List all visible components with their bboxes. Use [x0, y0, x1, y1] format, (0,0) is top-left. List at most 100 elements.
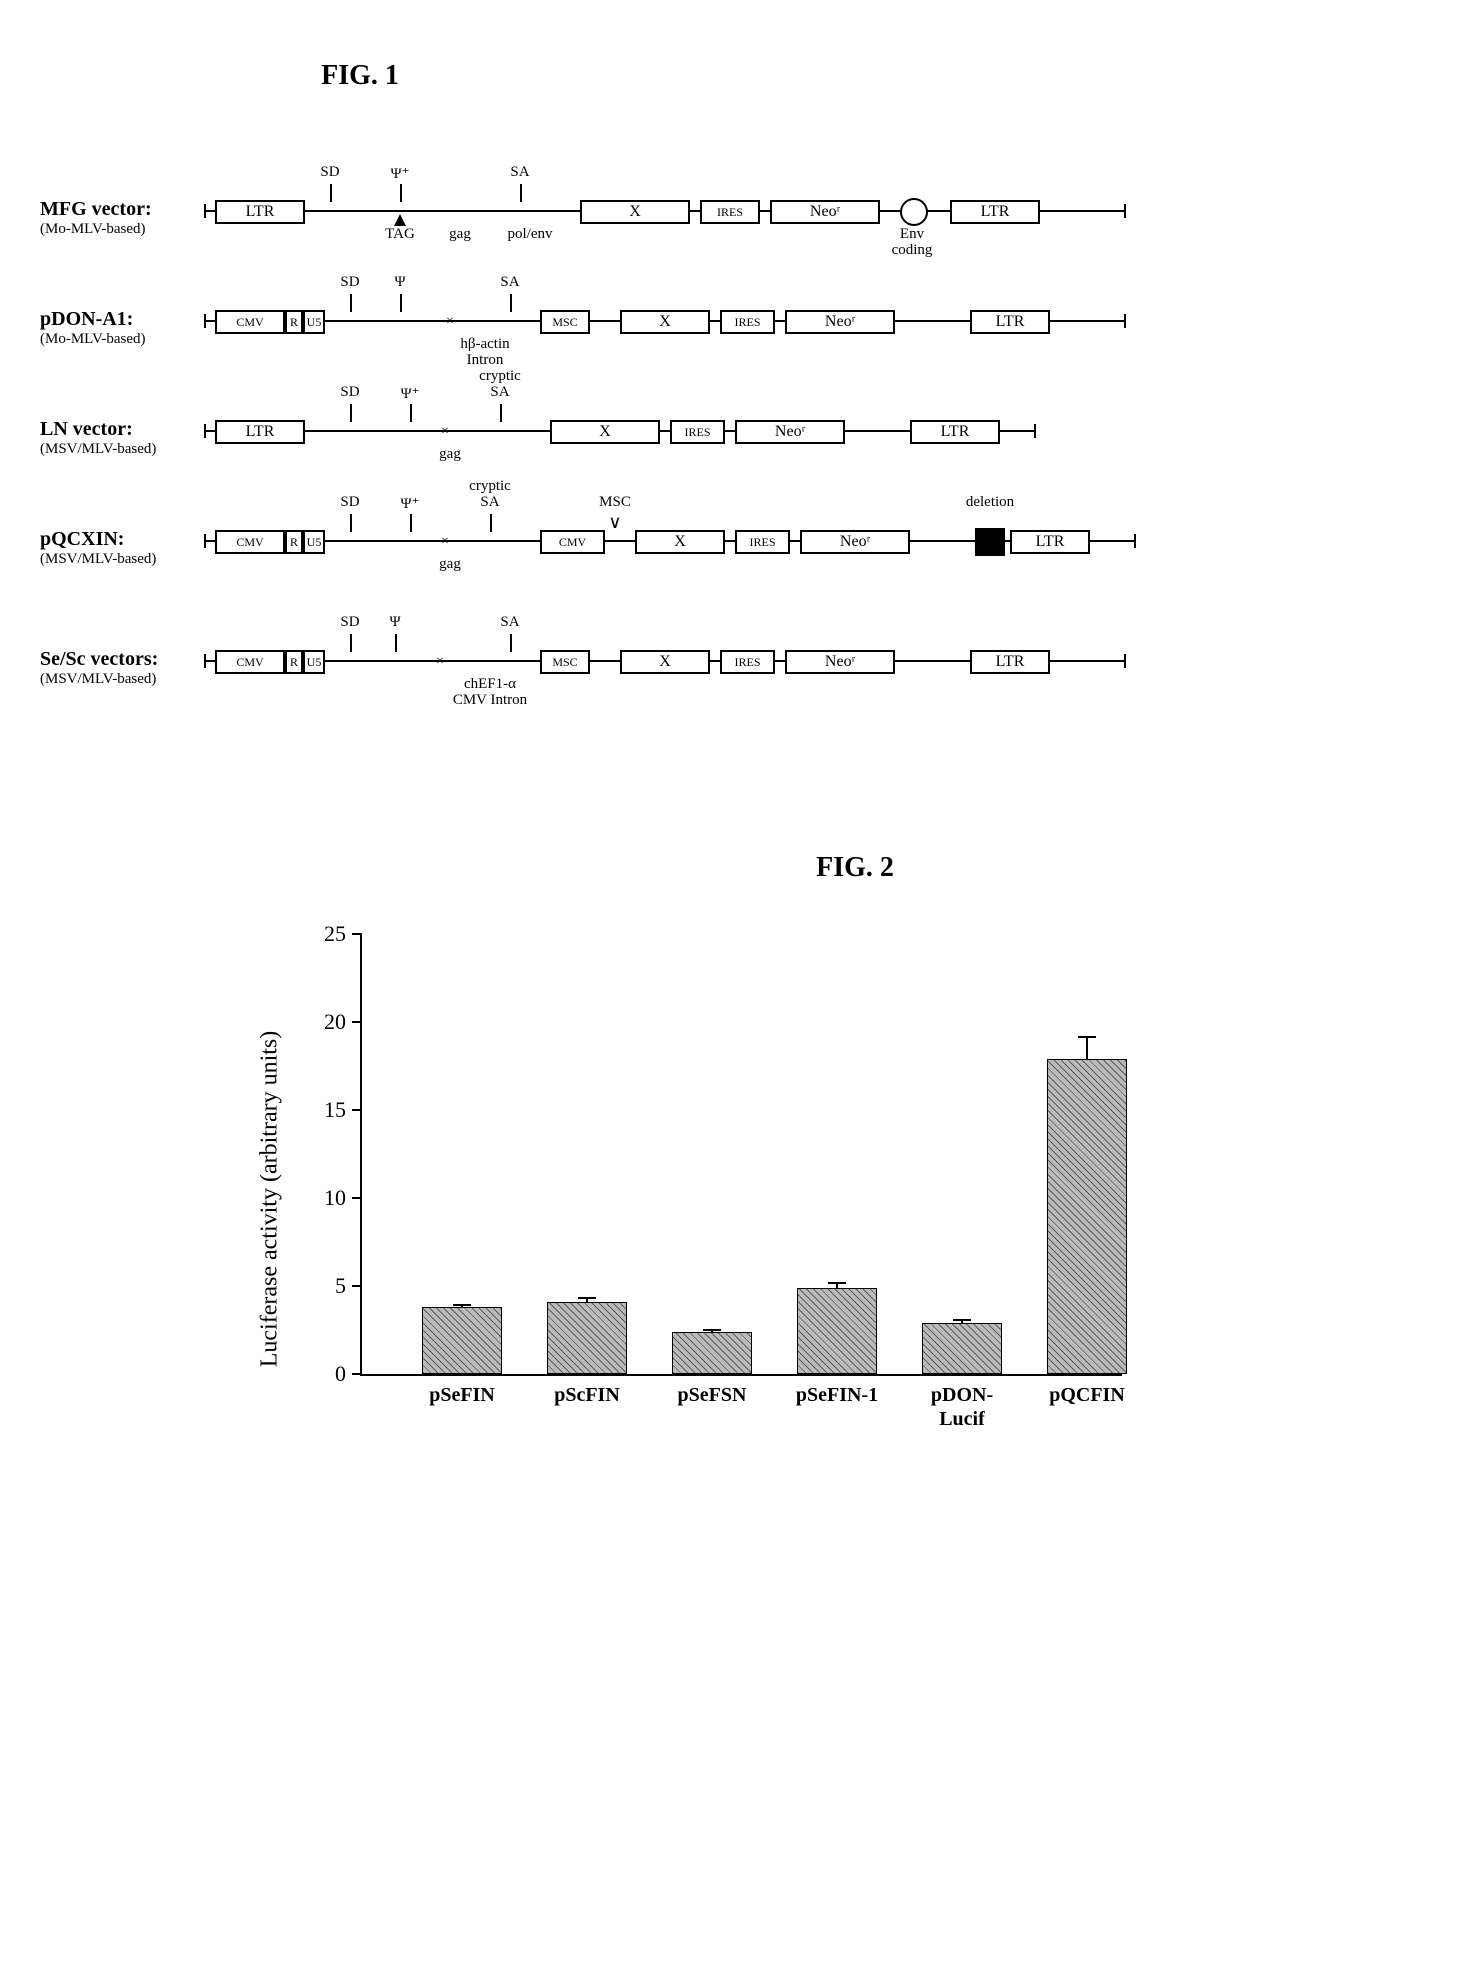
y-tick-label: 20: [324, 1009, 362, 1035]
gene-box: X: [550, 420, 660, 444]
vector-label: LN vector:(MSV/MLV-based): [40, 418, 200, 458]
tick-mark: [510, 634, 512, 652]
y-tick-label: 10: [324, 1185, 362, 1211]
line-endcap: [1124, 204, 1126, 218]
bar: [1047, 1059, 1127, 1374]
gene-box: LTR: [1010, 530, 1090, 554]
gene-box: IRES: [670, 420, 725, 444]
fig1-title: FIG. 1: [310, 60, 410, 92]
line-endcap: [1034, 424, 1036, 438]
cross-mark: ×: [439, 536, 451, 548]
vector-subtitle: (MSV/MLV-based): [40, 551, 200, 568]
below-label: Intron: [467, 352, 504, 369]
gene-box: LTR: [215, 420, 305, 444]
x-label: pSeFIN-1: [796, 1384, 878, 1407]
error-cap: [953, 1319, 971, 1321]
line-endcap: [1124, 314, 1126, 328]
vector-name: pQCXIN:: [40, 528, 200, 551]
tick-label: Ψ: [394, 274, 405, 291]
x-label: pSeFSN: [678, 1384, 747, 1407]
gene-box: CMV: [215, 650, 285, 674]
vector-row: MFG vector:(Mo-MLV-based) LTR X IRES Neoʳ LTR…: [40, 192, 1140, 262]
gene-box: IRES: [720, 310, 775, 334]
below-label: gag: [449, 226, 471, 243]
x-label: pScFIN: [554, 1384, 620, 1407]
tick-label: SD: [340, 384, 359, 401]
fig2-chart: Luciferase activity (arbitrary units) 05…: [300, 924, 1200, 1474]
tick-label: Ψ: [389, 614, 400, 631]
error-cap: [1078, 1036, 1096, 1038]
x-label: pDON-: [931, 1384, 993, 1407]
error-cap: [703, 1329, 721, 1331]
below-label: coding: [892, 242, 933, 259]
gene-box: Neoʳ: [800, 530, 910, 554]
tick-label: SD: [340, 274, 359, 291]
gene-box: LTR: [950, 200, 1040, 224]
gene-box: X: [635, 530, 725, 554]
line-endcap: [1124, 654, 1126, 668]
cross-mark: ×: [439, 426, 451, 438]
gene-box: Neoʳ: [785, 310, 895, 334]
gene-box: LTR: [910, 420, 1000, 444]
bar: [797, 1288, 877, 1374]
below-label: pol/env: [508, 226, 553, 243]
error-cap: [453, 1304, 471, 1306]
below-label: gag: [439, 556, 461, 573]
fig2-plot-area: 0510152025pSeFINpScFINpSeFSNpSeFIN-1pDON…: [360, 934, 1122, 1376]
gene-box: CMV: [215, 310, 285, 334]
gene-box: CMV: [215, 530, 285, 554]
vector-subtitle: (MSV/MLV-based): [40, 441, 200, 458]
gene-box: MSC: [540, 310, 590, 334]
cross-mark: ×: [444, 316, 456, 328]
gene-box: Neoʳ: [785, 650, 895, 674]
gene-box: R: [285, 650, 303, 674]
gene-box: IRES: [735, 530, 790, 554]
error-bar: [1086, 1036, 1088, 1059]
vector-subtitle: (Mo-MLV-based): [40, 331, 200, 348]
gene-box: Neoʳ: [770, 200, 880, 224]
gene-box: X: [580, 200, 690, 224]
tick-mark: [395, 634, 397, 652]
vector-label: pDON-A1:(Mo-MLV-based): [40, 308, 200, 348]
gene-box: X: [620, 650, 710, 674]
tick-label: SD: [320, 164, 339, 181]
tick-mark: [520, 184, 522, 202]
y-tick-label: 15: [324, 1097, 362, 1123]
tick-label: SA: [480, 494, 499, 511]
gene-box: LTR: [970, 650, 1050, 674]
gene-box: IRES: [720, 650, 775, 674]
line-endcap: [204, 424, 206, 438]
vector-label: pQCXIN:(MSV/MLV-based): [40, 528, 200, 568]
y-tick-label: 0: [335, 1361, 362, 1387]
gene-box: Neoʳ: [735, 420, 845, 444]
gene-box: IRES: [700, 200, 760, 224]
tick-mark: [400, 294, 402, 312]
fig1-diagram: MFG vector:(Mo-MLV-based)LTRXIRESNeoʳLTR…: [40, 192, 1470, 752]
y-tick-label: 5: [335, 1273, 362, 1299]
deletion-box: [975, 528, 1005, 556]
gene-box: LTR: [215, 200, 305, 224]
tick-label: SA: [500, 614, 519, 631]
gene-box: R: [285, 310, 303, 334]
below-label: Env: [900, 226, 924, 243]
x-label: pSeFIN: [429, 1384, 495, 1407]
insertion-label: MSC: [599, 494, 631, 511]
vector-label: MFG vector:(Mo-MLV-based): [40, 198, 200, 238]
vector-row: pDON-A1:(Mo-MLV-based)CMVRU5MSCXIRESNeoʳ…: [40, 302, 1140, 372]
tick-mark: [350, 634, 352, 652]
tick-label: SA: [490, 384, 509, 401]
vector-name: pDON-A1:: [40, 308, 200, 331]
line-endcap: [204, 204, 206, 218]
bar: [672, 1332, 752, 1374]
vector-row: LN vector:(MSV/MLV-based) LTR X IRES Neoʳ LTR…: [40, 412, 1140, 482]
tick-mark: [350, 294, 352, 312]
tick-label: SD: [340, 614, 359, 631]
x-label-line2: Lucif: [939, 1408, 985, 1431]
gene-box: R: [285, 530, 303, 554]
tick-mark: [350, 514, 352, 532]
vector-name: Se/Sc vectors:: [40, 648, 200, 671]
tick-mark: [400, 184, 402, 202]
vector-name: MFG vector:: [40, 198, 200, 221]
bar: [922, 1323, 1002, 1374]
error-cap: [828, 1282, 846, 1284]
